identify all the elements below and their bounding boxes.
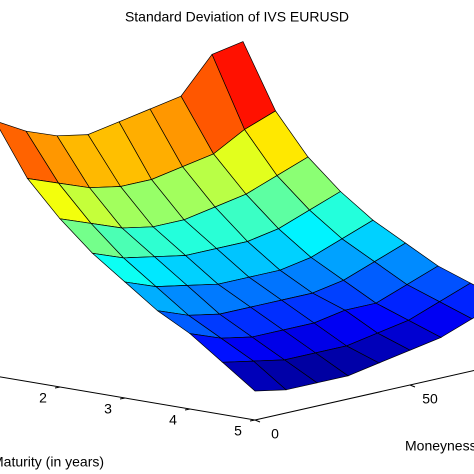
surface-cell bbox=[221, 360, 287, 392]
y-axis-line bbox=[254, 370, 474, 421]
x-tick-label: 2 bbox=[39, 390, 47, 406]
x-tick bbox=[54, 386, 61, 389]
y-tick bbox=[409, 384, 416, 388]
y-axis-label: Moneyness bbox=[405, 438, 474, 454]
y-tick-label: 0 bbox=[271, 426, 279, 442]
x-axis-label: Maturity (in years) bbox=[0, 454, 104, 470]
x-tick bbox=[184, 408, 191, 411]
chart-title: Standard Deviation of IVS EURUSD bbox=[125, 9, 349, 25]
x-tick-label: 5 bbox=[234, 423, 242, 439]
y-tick-label: 50 bbox=[422, 391, 438, 407]
x-tick-label: 4 bbox=[169, 412, 177, 428]
x-tick bbox=[249, 419, 256, 422]
x-tick bbox=[119, 397, 126, 400]
x-tick-label: 3 bbox=[104, 401, 112, 417]
y-tick bbox=[254, 419, 261, 423]
